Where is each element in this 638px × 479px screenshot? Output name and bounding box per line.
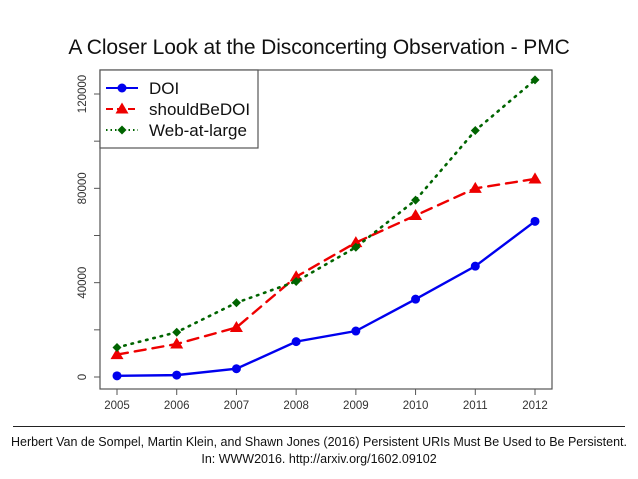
y-tick-label: 80000 [77, 172, 89, 204]
data-point-web-at-large [351, 242, 361, 252]
legend-item-doi: DOI [106, 79, 179, 98]
data-point-doi [470, 261, 480, 271]
legend-label: DOI [149, 79, 179, 98]
citation: Herbert Van de Sompel, Martin Klein, and… [0, 434, 638, 468]
legend-marker [115, 102, 129, 114]
data-point-doi [291, 337, 301, 347]
series-layer [110, 75, 542, 381]
data-point-shouldbedoi [409, 208, 423, 221]
y-axis: 0 40000 80000 120000 [77, 75, 100, 380]
x-tick-label: 2007 [224, 400, 250, 412]
x-tick-label: 2008 [283, 400, 309, 412]
data-point-web-at-large [231, 298, 241, 308]
data-point-web-at-large [470, 126, 480, 136]
y-tick-label: 120000 [77, 75, 89, 113]
slide-title: A Closer Look at the Disconcerting Obser… [68, 36, 570, 59]
y-tick-label: 40000 [77, 267, 89, 299]
legend-label: Web-at-large [149, 121, 247, 140]
x-tick-label: 2010 [403, 400, 429, 412]
series-web-at-large [112, 75, 540, 353]
data-point-doi [112, 371, 122, 381]
x-tick-label: 2009 [343, 400, 369, 412]
divider-line [13, 426, 625, 427]
data-point-doi [351, 326, 361, 336]
data-point-shouldbedoi [110, 348, 124, 360]
data-point-doi [530, 216, 540, 226]
legend-label: shouldBeDOI [149, 100, 250, 119]
series-doi [112, 216, 540, 381]
series-line-shouldbedoi [115, 177, 537, 356]
x-tick-label: 2011 [463, 400, 488, 412]
x-axis: 2005 2006 2007 2008 2009 2010 2011 2012 [104, 389, 548, 412]
data-point-web-at-large [172, 327, 182, 337]
series-shouldbedoi [110, 172, 542, 360]
plot-frame [99, 69, 553, 390]
legend-marker [117, 125, 127, 135]
data-point-doi [172, 370, 182, 380]
data-point-web-at-large [291, 276, 301, 286]
x-tick-label: 2006 [164, 400, 190, 412]
data-point-doi [231, 364, 241, 374]
citation-line-1: Herbert Van de Sompel, Martin Klein, and… [10, 435, 628, 449]
legend: DOI shouldBeDOI Web-at-large [99, 69, 259, 149]
data-point-web-at-large [112, 343, 122, 353]
legend-item-web-at-large: Web-at-large [106, 121, 247, 140]
data-point-shouldbedoi [468, 181, 482, 193]
legend-marker [117, 83, 127, 93]
series-line-doi [115, 220, 537, 378]
data-point-web-at-large [411, 195, 421, 205]
legend-box [99, 69, 259, 149]
data-point-doi [411, 294, 421, 304]
legend-item-shouldbedoi: shouldBeDOI [106, 100, 250, 119]
x-tick-label: 2012 [522, 400, 548, 412]
y-tick-label: 0 [77, 374, 89, 380]
citation-line-2: In: WWW2016. http://arxiv.org/1602.09102 [201, 452, 437, 466]
data-point-web-at-large [530, 75, 540, 85]
x-tick-label: 2005 [104, 400, 130, 412]
data-point-shouldbedoi [229, 320, 243, 333]
data-point-shouldbedoi [528, 172, 542, 184]
data-point-shouldbedoi [170, 337, 184, 349]
series-line-web-at-large [115, 78, 537, 349]
